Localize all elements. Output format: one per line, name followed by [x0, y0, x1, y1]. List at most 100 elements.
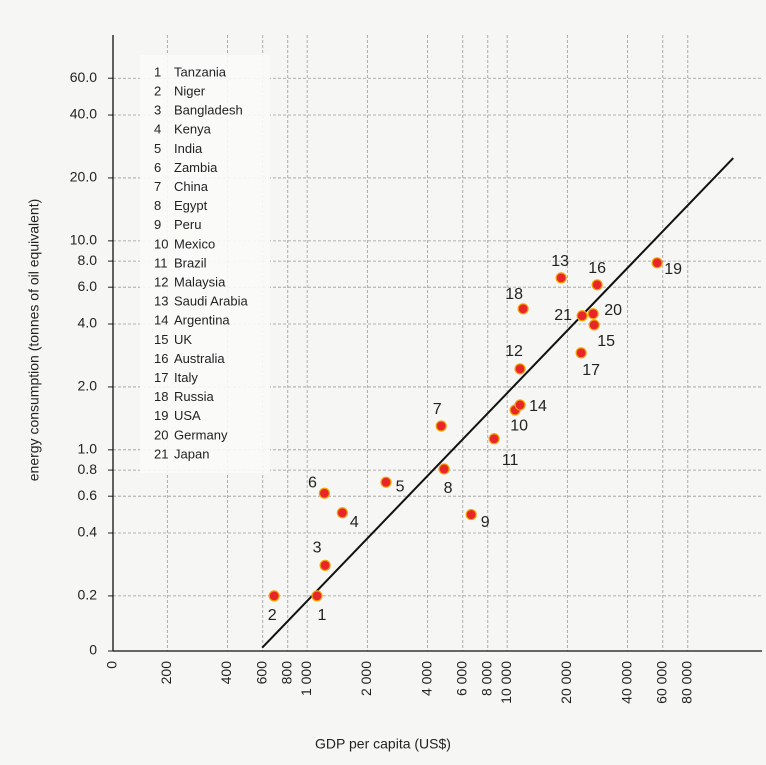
point-label: 19	[664, 261, 682, 278]
legend-number: 2	[154, 84, 161, 99]
legend-number: 15	[154, 332, 168, 347]
x-tick-label: 600	[253, 661, 269, 685]
legend-number: 8	[154, 198, 161, 213]
x-tick-label: 40 000	[618, 661, 634, 704]
legend-name: China	[174, 179, 209, 194]
y-tick-label: 0.4	[78, 524, 98, 540]
legend-name: USA	[174, 408, 201, 423]
legend-name: Italy	[174, 370, 198, 385]
legend-number: 20	[154, 427, 168, 442]
legend-number: 7	[154, 179, 161, 194]
data-point	[651, 257, 663, 269]
data-point	[588, 319, 600, 331]
point-label: 17	[582, 362, 600, 379]
x-tick-label: 20 000	[558, 661, 574, 704]
legend-number: 9	[154, 217, 161, 232]
legend-name: Malaysia	[174, 275, 226, 290]
x-tick-label: 80 000	[678, 661, 694, 704]
point-label: 2	[268, 607, 277, 624]
x-tick-label: 60 000	[653, 661, 669, 704]
data-point	[438, 463, 450, 475]
legend-name: Germany	[174, 427, 228, 442]
legend-number: 16	[154, 351, 168, 366]
y-tick-label: 4.0	[78, 315, 98, 331]
legend-name: Russia	[174, 389, 215, 404]
y-tick-label: 0	[89, 642, 97, 658]
legend-name: Japan	[174, 446, 209, 461]
point-label: 3	[313, 540, 322, 557]
y-tick-label: 0.2	[78, 587, 98, 603]
legend-number: 18	[154, 389, 168, 404]
legend-number: 10	[154, 236, 168, 251]
x-tick-label: 10 000	[498, 661, 514, 704]
data-point	[435, 420, 447, 432]
point-label: 4	[350, 514, 359, 531]
data-point	[319, 559, 331, 571]
point-label: 6	[308, 474, 317, 491]
x-tick-label: 200	[158, 661, 174, 685]
point-label: 9	[481, 514, 490, 531]
legend-name: Peru	[174, 217, 201, 232]
legend-name: Argentina	[174, 313, 230, 328]
y-tick-label: 10.0	[70, 232, 97, 248]
data-point	[488, 433, 500, 445]
x-tick-label: 0	[104, 661, 120, 669]
point-label: 14	[529, 398, 547, 415]
data-point	[465, 508, 477, 521]
data-point	[591, 279, 603, 291]
legend-number: 14	[154, 313, 168, 328]
y-tick-label: 0.8	[78, 461, 98, 477]
legend-box	[140, 55, 270, 473]
legend-number: 4	[154, 122, 161, 137]
legend-number: 21	[154, 446, 168, 461]
data-point	[268, 590, 280, 602]
point-label: 1	[318, 607, 327, 624]
x-tick-label: 800	[278, 661, 294, 685]
legend-number: 11	[154, 255, 168, 270]
x-tick-label: 2 000	[358, 661, 374, 696]
point-label: 8	[444, 480, 453, 497]
y-tick-label: 40.0	[70, 106, 97, 122]
point-label: 11	[502, 452, 519, 469]
point-label: 15	[597, 333, 615, 350]
x-tick-label: 1 000	[298, 661, 314, 696]
x-tick-label: 400	[218, 661, 234, 685]
data-point	[514, 399, 526, 411]
legend-name: Zambia	[174, 160, 218, 175]
legend-number: 17	[154, 370, 168, 385]
data-point	[555, 272, 567, 284]
point-label: 21	[554, 307, 572, 324]
legend-name: Niger	[174, 84, 206, 99]
legend-number: 5	[154, 141, 161, 156]
point-label: 20	[604, 302, 622, 319]
x-tick-label: 6 000	[453, 661, 469, 696]
legend-name: Saudi Arabia	[174, 294, 248, 309]
legend-name: Brazil	[174, 255, 207, 270]
x-tick-label: 4 000	[418, 661, 434, 696]
y-tick-label: 20.0	[70, 169, 97, 185]
y-tick-label: 1.0	[78, 441, 98, 457]
point-label: 12	[505, 343, 523, 360]
y-axis-label: energy consumption (tonnes of oil equiva…	[26, 199, 42, 482]
y-tick-label: 2.0	[78, 378, 98, 394]
legend-name: Mexico	[174, 236, 215, 251]
legend-number: 6	[154, 160, 161, 175]
point-label: 5	[396, 478, 405, 495]
legend-name: UK	[174, 332, 192, 347]
y-tick-label: 8.0	[78, 252, 98, 268]
y-tick-label: 0.6	[78, 487, 98, 503]
data-point	[318, 487, 331, 499]
x-axis-label: GDP per capita (US$)	[315, 736, 451, 752]
data-point	[336, 507, 348, 519]
y-tick-label: 60.0	[70, 69, 97, 85]
legend-number: 3	[154, 103, 161, 118]
point-label: 10	[510, 417, 528, 434]
legend-number: 13	[154, 294, 168, 309]
point-label: 7	[433, 401, 442, 418]
x-tick-label: 8 000	[478, 661, 494, 696]
legend-number: 19	[154, 408, 168, 423]
data-point	[575, 347, 587, 359]
